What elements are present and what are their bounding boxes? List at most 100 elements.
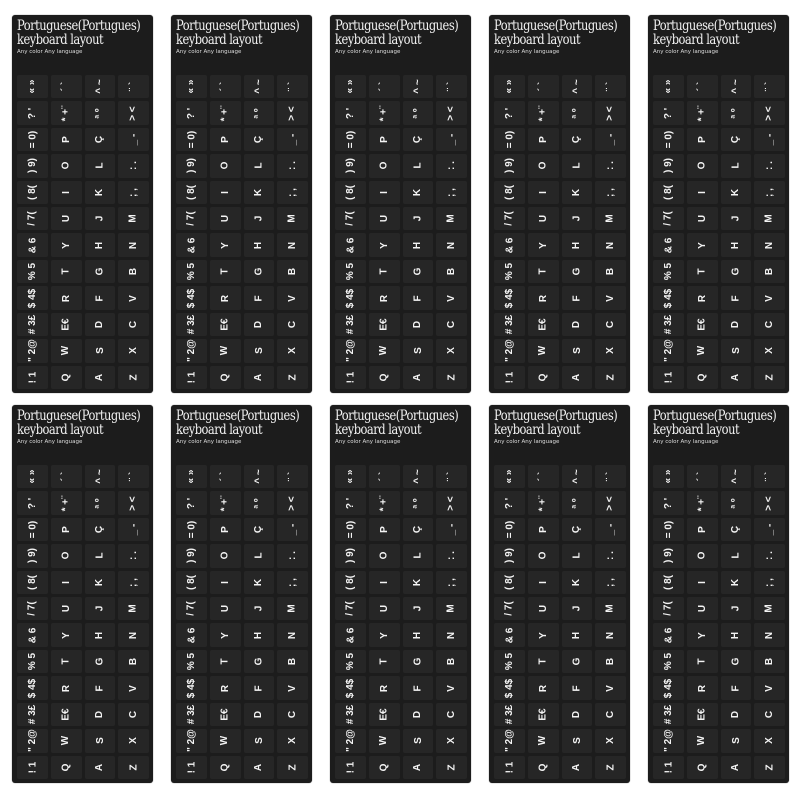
key-grid: « » ´ ` ^ ~ ¨ ` ? ' * +¨ ª º > < = 0) P Ç _ -) 9) O L… — [494, 75, 626, 389]
key-sticker: ; , — [595, 570, 626, 595]
key-label: R — [219, 294, 231, 302]
key-sticker: & 6 — [494, 233, 525, 257]
key-sticker: / 7( — [335, 597, 366, 621]
key-label: ) 9) — [26, 158, 38, 174]
key-sticker: _ - — [118, 517, 149, 542]
key-label: ; , — [128, 577, 140, 587]
key-label: & 6 — [662, 237, 674, 253]
key-label: & 6 — [662, 627, 674, 643]
key-label: V — [128, 294, 140, 302]
key-label: $ 4$ — [185, 678, 197, 698]
key-label: Y — [219, 631, 231, 639]
key-sticker: : . — [754, 544, 785, 568]
key-sticker: ª º — [720, 101, 752, 125]
key-label: % 5 — [662, 652, 674, 671]
key-label: S — [94, 737, 106, 745]
key-sticker: ª º — [243, 101, 275, 125]
key-sticker: Ç — [402, 517, 434, 542]
key-sticker: : . — [754, 154, 785, 178]
key-sticker: O — [368, 154, 400, 178]
title-line-1: Portuguese(Portugues) — [494, 408, 618, 424]
key-sticker: Q — [686, 365, 718, 389]
key-label: K — [412, 188, 424, 196]
key-sticker: K — [720, 180, 752, 205]
key-sticker: ! 1 — [653, 365, 684, 389]
key-label: L — [412, 162, 424, 169]
key-sticker: Z — [754, 755, 785, 779]
key-label: ( 8( — [26, 574, 38, 590]
key-label: Z — [605, 764, 617, 771]
key-label: ´ ` — [60, 471, 72, 482]
key-sticker: ; , — [436, 180, 467, 205]
key-sticker: N — [118, 623, 149, 647]
key-sticker: U — [527, 597, 559, 621]
key-sticker: * +¨ — [50, 491, 82, 515]
key-label: O — [60, 552, 72, 560]
key-sticker: & 6 — [653, 623, 684, 647]
key-sticker: ^ ~ — [402, 465, 434, 489]
key-sticker: H — [243, 233, 275, 257]
key-label: ´ ` — [537, 81, 549, 92]
key-sticker: V — [436, 676, 467, 700]
key-label: ( 8( — [662, 184, 674, 200]
key-sticker: R — [686, 676, 718, 700]
key-sticker: & 6 — [176, 623, 207, 647]
key-sticker: I — [527, 570, 559, 595]
key-label: _ - — [446, 523, 458, 536]
key-sticker: « » — [176, 465, 207, 489]
key-label: H — [412, 631, 424, 639]
key-label: ^ ~ — [730, 79, 742, 94]
key-sticker: # 3£ — [494, 702, 525, 727]
sheet-subtitle: Any color Any language — [494, 49, 560, 55]
key-sticker: P — [50, 517, 82, 542]
key-sticker: P — [686, 517, 718, 542]
key-label: = 0) — [344, 130, 356, 149]
key-label: ^ ~ — [94, 469, 106, 484]
key-sticker: O — [50, 154, 82, 178]
key-label: U — [219, 605, 231, 613]
key-label: ( 8( — [662, 574, 674, 590]
key-label: ª º — [253, 108, 265, 119]
key-label: ª º — [730, 498, 742, 509]
key-sticker: « » — [653, 465, 684, 489]
key-grid: « » ´ ` ^ ~ ¨ ` ? ' * +¨ ª º > < = 0) P Ç _ -) 9) O L… — [17, 465, 149, 779]
key-label: P — [378, 526, 390, 533]
key-sticker: ^ ~ — [402, 75, 434, 99]
key-sticker: > < — [436, 491, 467, 515]
key-sticker: M — [436, 207, 467, 231]
title-line-2: keyboard layout — [17, 422, 104, 438]
key-sticker: _ - — [754, 517, 785, 542]
key-sticker: B — [118, 259, 149, 284]
key-label: F — [94, 294, 106, 302]
key-sticker: ? ' — [653, 101, 684, 125]
key-label: = 0) — [185, 130, 197, 149]
key-sticker: ¨ ` — [754, 75, 785, 99]
key-sticker: D — [720, 702, 752, 727]
key-label: ; , — [128, 187, 140, 197]
key-sticker: H — [84, 623, 116, 647]
key-label: % 5 — [185, 652, 197, 671]
key-sticker: T — [368, 259, 400, 284]
key-label: T — [537, 658, 549, 665]
key-sticker: Y — [50, 623, 82, 647]
key-sticker: N — [277, 233, 308, 257]
key-label: ¨ ` — [287, 81, 299, 92]
key-sticker: = 0) — [494, 127, 525, 152]
key-sticker: R — [527, 286, 559, 310]
key-label: / 7( — [185, 211, 197, 227]
title-line-2: keyboard layout — [17, 32, 104, 48]
key-sticker: G — [243, 259, 275, 284]
key-label: I — [537, 190, 549, 194]
key-sticker: S — [243, 729, 275, 753]
key-sticker: G — [561, 649, 593, 674]
key-label: ´ ` — [696, 81, 708, 92]
title-line-2: keyboard layout — [335, 422, 422, 438]
key-label: R — [60, 294, 72, 302]
sheet-subtitle: Any color Any language — [176, 439, 242, 445]
key-sticker: " 2@ — [176, 339, 207, 363]
key-label: E€ — [60, 318, 72, 331]
key-sticker: G — [720, 259, 752, 284]
key-sticker: A — [561, 755, 593, 779]
key-label: " 2@ — [185, 339, 197, 363]
key-sticker: D — [402, 312, 434, 337]
